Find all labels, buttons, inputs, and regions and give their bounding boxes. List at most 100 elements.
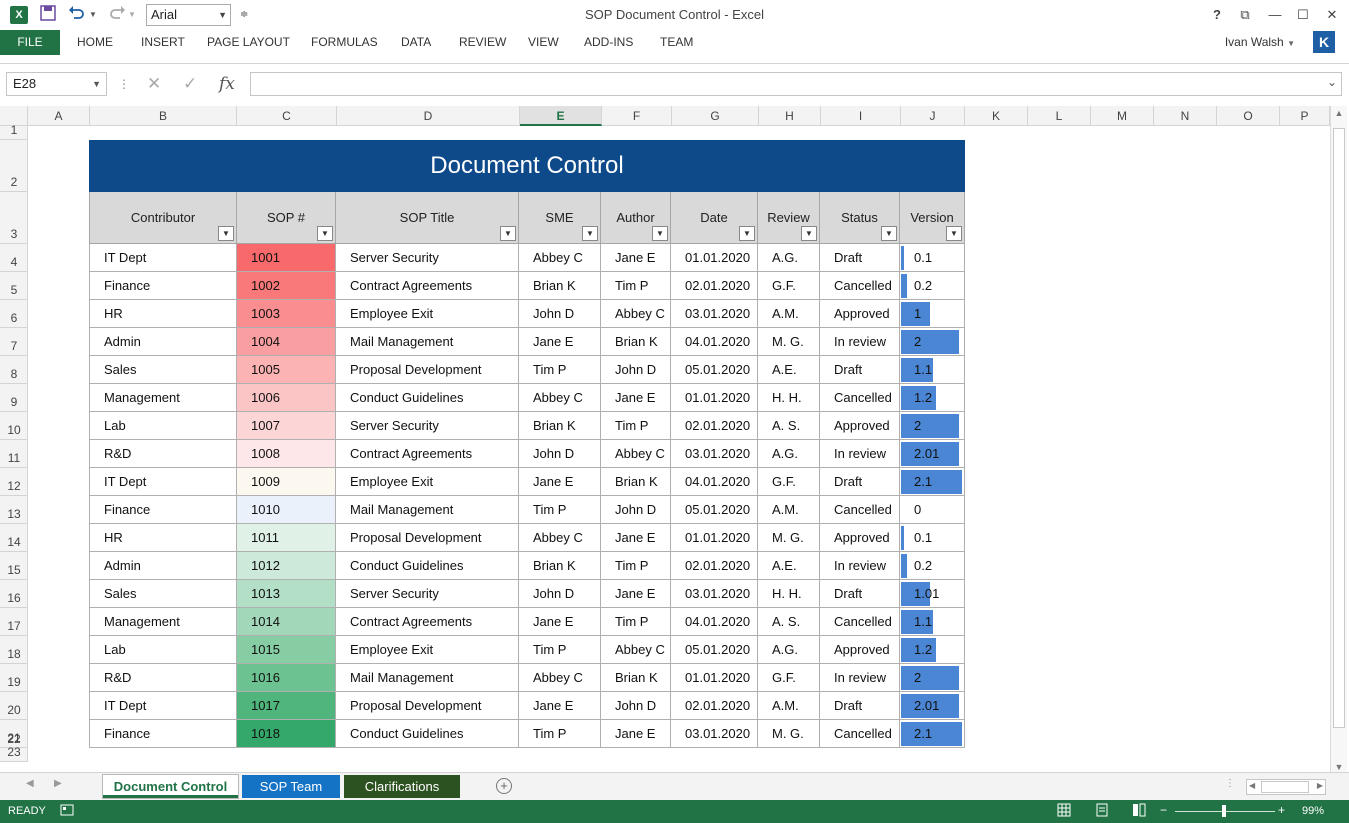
cell-sme[interactable]: Abbey C xyxy=(519,664,601,692)
select-all-button[interactable] xyxy=(0,106,28,126)
cell-sop-number[interactable]: 1005 xyxy=(237,356,336,384)
document-title[interactable]: Document Control xyxy=(89,140,965,192)
cell-version[interactable]: 0.2 xyxy=(900,272,965,300)
normal-view-icon[interactable] xyxy=(1057,803,1071,820)
row-header-15[interactable]: 15 xyxy=(0,552,28,580)
cell-review[interactable]: A. S. xyxy=(758,608,820,636)
cell-author[interactable]: John D xyxy=(601,692,671,720)
cell-status[interactable]: Draft xyxy=(820,692,900,720)
cell-version[interactable]: 1.2 xyxy=(900,384,965,412)
column-header-c[interactable]: C xyxy=(237,106,337,126)
cell-author[interactable]: Jane E xyxy=(601,524,671,552)
cell-sop-number[interactable]: 1018 xyxy=(237,720,336,748)
cell-sme[interactable]: Brian K xyxy=(519,412,601,440)
row-header-20[interactable]: 20 xyxy=(0,692,28,720)
cell-contributor[interactable]: R&D xyxy=(89,664,237,692)
tab-page-layout[interactable]: PAGE LAYOUT xyxy=(207,35,290,49)
cell-review[interactable]: A.E. xyxy=(758,356,820,384)
cell-sop-number[interactable]: 1008 xyxy=(237,440,336,468)
cell-review[interactable]: M. G. xyxy=(758,328,820,356)
cell-sop-title[interactable]: Server Security xyxy=(336,244,519,272)
cell-status[interactable]: Approved xyxy=(820,412,900,440)
row-header-3[interactable]: 3 xyxy=(0,192,28,244)
cell-author[interactable]: Brian K xyxy=(601,468,671,496)
cell-contributor[interactable]: Finance xyxy=(89,272,237,300)
column-header-i[interactable]: I xyxy=(821,106,901,126)
filter-dropdown-icon[interactable]: ▼ xyxy=(801,226,817,241)
font-name-select[interactable]: Arial ▼ xyxy=(146,4,231,26)
cell-contributor[interactable]: Sales xyxy=(89,580,237,608)
cell-status[interactable]: Draft xyxy=(820,468,900,496)
cell-contributor[interactable]: Admin xyxy=(89,552,237,580)
cell-date[interactable]: 03.01.2020 xyxy=(671,720,758,748)
save-icon[interactable] xyxy=(40,5,56,25)
column-header-e[interactable]: E xyxy=(520,106,602,126)
cell-sop-title[interactable]: Server Security xyxy=(336,412,519,440)
name-box[interactable]: E28 ▼ xyxy=(6,72,107,96)
cell-date[interactable]: 03.01.2020 xyxy=(671,300,758,328)
cell-version[interactable]: 2.01 xyxy=(900,692,965,720)
header-review[interactable]: Review ▼ xyxy=(758,192,820,244)
cell-review[interactable]: A.G. xyxy=(758,244,820,272)
cell-version[interactable]: 2.1 xyxy=(900,468,965,496)
redo-icon[interactable] xyxy=(108,5,126,25)
excel-icon[interactable]: X xyxy=(10,6,28,24)
row-header-6[interactable]: 6 xyxy=(0,300,28,328)
cell-sop-title[interactable]: Mail Management xyxy=(336,496,519,524)
cell-status[interactable]: In review xyxy=(820,328,900,356)
cell-author[interactable]: Jane E xyxy=(601,580,671,608)
cell-version[interactable]: 1.01 xyxy=(900,580,965,608)
tab-file[interactable]: FILE xyxy=(0,30,60,55)
tab-data[interactable]: DATA xyxy=(401,35,432,49)
cell-status[interactable]: Approved xyxy=(820,524,900,552)
row-header-10[interactable]: 10 xyxy=(0,412,28,440)
redo-dropdown-icon[interactable]: ▼ xyxy=(128,10,136,19)
cell-review[interactable]: A.M. xyxy=(758,692,820,720)
cell-sme[interactable]: Abbey C xyxy=(519,384,601,412)
cell-author[interactable]: Jane E xyxy=(601,720,671,748)
cell-status[interactable]: Cancelled xyxy=(820,720,900,748)
row-header-9[interactable]: 9 xyxy=(0,384,28,412)
tab-home[interactable]: HOME xyxy=(77,35,113,49)
add-sheet-icon[interactable]: + xyxy=(496,778,512,794)
cell-review[interactable]: G.F. xyxy=(758,468,820,496)
expand-formula-bar-icon[interactable]: ⌄ xyxy=(1326,75,1337,89)
scroll-left-icon[interactable]: ◀ xyxy=(1249,781,1256,790)
undo-dropdown-icon[interactable]: ▼ xyxy=(89,10,97,19)
cell-version[interactable]: 2 xyxy=(900,412,965,440)
cell-sop-title[interactable]: Proposal Development xyxy=(336,692,519,720)
column-header-g[interactable]: G xyxy=(672,106,759,126)
cell-sme[interactable]: John D xyxy=(519,440,601,468)
cell-review[interactable]: A.G. xyxy=(758,440,820,468)
cell-review[interactable]: A.M. xyxy=(758,300,820,328)
cell-sme[interactable]: John D xyxy=(519,300,601,328)
cell-version[interactable]: 0 xyxy=(900,496,965,524)
row-header-1[interactable]: 1 xyxy=(0,123,28,140)
header-contributor[interactable]: Contributor ▼ xyxy=(89,192,237,244)
sheet-tab-clarifications[interactable]: Clarifications xyxy=(344,775,460,798)
row-header-13[interactable]: 13 xyxy=(0,496,28,524)
column-header-l[interactable]: L xyxy=(1028,106,1091,126)
scroll-down-icon[interactable]: ▼ xyxy=(1334,762,1344,772)
row-header-4[interactable]: 4 xyxy=(0,244,28,272)
formula-input[interactable]: ⌄ xyxy=(250,72,1342,96)
cell-sop-number[interactable]: 1004 xyxy=(237,328,336,356)
cell-version[interactable]: 2 xyxy=(900,328,965,356)
maximize-button[interactable]: ☐ xyxy=(1297,7,1309,22)
page-layout-view-icon[interactable] xyxy=(1095,803,1109,820)
tab-review[interactable]: REVIEW xyxy=(459,35,507,49)
row-header-23[interactable]: 23 xyxy=(0,745,28,762)
cell-author[interactable]: Tim P xyxy=(601,272,671,300)
cell-sme[interactable]: Jane E xyxy=(519,328,601,356)
cell-sme[interactable]: Tim P xyxy=(519,636,601,664)
minimize-button[interactable]: — xyxy=(1268,7,1282,22)
cell-date[interactable]: 01.01.2020 xyxy=(671,664,758,692)
cell-contributor[interactable]: IT Dept xyxy=(89,468,237,496)
cell-review[interactable]: M. G. xyxy=(758,720,820,748)
cell-sop-title[interactable]: Conduct Guidelines xyxy=(336,720,519,748)
cell-date[interactable]: 01.01.2020 xyxy=(671,384,758,412)
cell-status[interactable]: In review xyxy=(820,552,900,580)
filter-dropdown-icon[interactable]: ▼ xyxy=(218,226,234,241)
cell-contributor[interactable]: Management xyxy=(89,384,237,412)
cell-version[interactable]: 1.1 xyxy=(900,608,965,636)
